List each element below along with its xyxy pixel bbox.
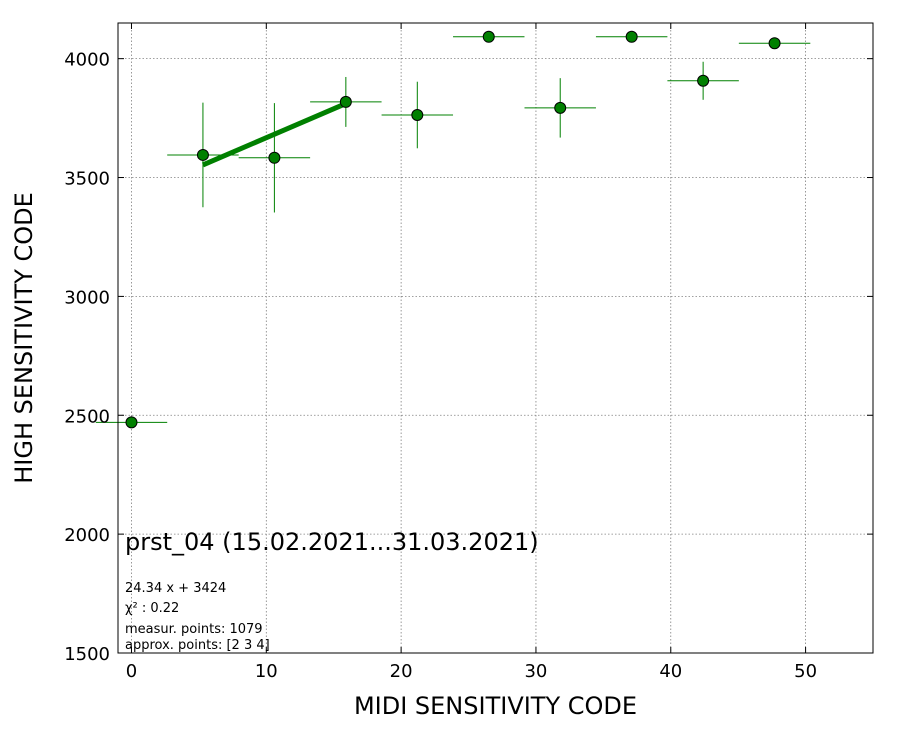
fit-line-layer (201, 101, 347, 168)
y-tick-label: 4000 (64, 50, 110, 71)
data-point (768, 37, 781, 50)
x-tick-label: 20 (390, 661, 413, 682)
error-bars (95, 36, 811, 423)
fit-line (201, 101, 347, 168)
x-tick-label: 40 (659, 661, 682, 682)
data-points (125, 30, 781, 429)
x-tick-label: 30 (524, 661, 547, 682)
y-tick-label: 1500 (64, 644, 110, 665)
data-point (554, 101, 567, 114)
grid (118, 23, 873, 654)
data-point (482, 30, 495, 43)
fit-info-line: χ² : 0.22 (125, 601, 179, 616)
y-tick-label: 2000 (64, 525, 110, 546)
fit-info-line: measur. points: 1079 (125, 622, 263, 637)
data-point (196, 148, 209, 161)
y-axis-label: HIGH SENSITIVITY CODE (10, 192, 38, 484)
data-point (625, 30, 638, 43)
data-point (411, 109, 424, 122)
y-tick-label: 2500 (64, 406, 110, 427)
data-point (339, 95, 352, 108)
fit-info-line: 24.34 x + 3424 (125, 581, 226, 596)
y-tick-label: 3500 (64, 169, 110, 190)
plot-title: prst_04 (15.02.2021...31.03.2021) (125, 528, 539, 556)
data-point (268, 151, 281, 164)
x-tick-label: 0 (126, 661, 137, 682)
fit-info-line: approx. points: [2 3 4] (125, 638, 270, 653)
x-tick-label: 50 (794, 661, 817, 682)
data-point (125, 416, 138, 429)
plot-frame (117, 22, 874, 654)
fit-info: 24.34 x + 3424 χ² : 0.22 measur. points: 1… (125, 581, 270, 653)
axis-ticks: 0 10 20 30 40 50 1500 2000 2500 3000 3500 4000 (64, 23, 873, 682)
x-axis-label: MIDI SENSITIVITY CODE (354, 692, 637, 720)
x-tick-label: 10 (255, 661, 278, 682)
data-point (697, 74, 710, 87)
y-tick-label: 3000 (64, 287, 110, 308)
